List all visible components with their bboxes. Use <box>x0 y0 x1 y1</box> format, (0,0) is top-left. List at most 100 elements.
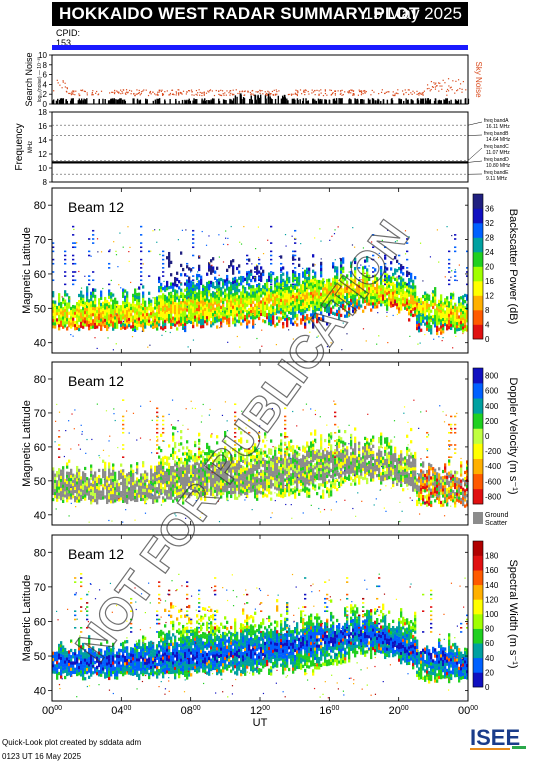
panel-ylabel: Magnetic Latitude <box>21 227 33 314</box>
colorbar-tick: 0 <box>485 432 490 441</box>
ground-scatter-swatch <box>473 512 483 524</box>
beam-label: Beam 12 <box>68 546 124 562</box>
noise-ytick: 10 <box>38 51 47 60</box>
x-tick-label: 1200 <box>250 705 270 717</box>
cpid-bar <box>52 45 468 50</box>
frequency-ytick: 12 <box>38 150 47 159</box>
frequency-frame <box>51 111 469 183</box>
colorbar-tick: 40 <box>485 654 494 663</box>
panel-ytick: 50 <box>34 476 46 488</box>
x-axis-label: UT <box>253 717 268 729</box>
colorbar-tick: 180 <box>485 552 499 561</box>
x-tick-label: 0400 <box>111 705 131 717</box>
colorbar-tick: 120 <box>485 595 499 604</box>
frequency-band-label: freq bandA <box>484 118 509 124</box>
frequency-ytick: 8 <box>43 178 48 187</box>
colorbar-tick: 4 <box>485 321 490 330</box>
panel-ytick: 60 <box>34 269 46 281</box>
title-bar: HOKKAIDO WEST RADAR SUMMARY PLOT 15 May … <box>52 2 468 26</box>
colorbar-tick: -600 <box>485 477 502 486</box>
panel-power-pixels <box>52 225 469 351</box>
x-tick-label: 0000 <box>42 705 62 717</box>
colorbar-tick: 36 <box>485 205 494 214</box>
colorbar-label: Doppler Velocity (m s⁻¹) <box>507 377 519 494</box>
noise-ylabel-sub: log₁₀(noise) — 10⁻³⁰ <box>37 57 43 102</box>
noise-ytick: 8 <box>43 61 48 70</box>
frequency-ytick: 14 <box>38 136 47 145</box>
cpid-value: 153 <box>56 38 72 48</box>
search-noise-series <box>52 93 470 104</box>
x-tick-label: 0800 <box>181 705 201 717</box>
plot-title: HOKKAIDO WEST RADAR SUMMARY PLOT <box>59 4 420 23</box>
frequency-band-value: 9.11 MHz <box>486 176 508 182</box>
colorbar-tick: 12 <box>485 292 494 301</box>
panel-ytick: 80 <box>34 200 46 212</box>
colorbar-tick: 0 <box>485 335 490 344</box>
x-tick-label: 1600 <box>319 705 339 717</box>
ground-scatter-label: Scatter <box>485 520 508 527</box>
footer-timestamp: 0123 UT 16 May 2025 <box>2 752 82 761</box>
panel-ytick: 60 <box>34 442 46 454</box>
panel-ytick: 40 <box>34 510 46 522</box>
panel-width-pixels <box>52 573 469 699</box>
colorbar-tick: 80 <box>485 625 494 634</box>
colorbar-tick: 24 <box>485 248 494 257</box>
noise-ylabel: Search Noise <box>24 52 34 106</box>
colorbar-label: Spectral Width (m s⁻¹) <box>507 559 519 668</box>
frequency-band-label: freq bandD <box>484 157 509 163</box>
frequency-band-value: 16.11 MHz <box>486 124 510 130</box>
panel-ytick: 70 <box>34 235 46 247</box>
colorbar-tick: -400 <box>485 462 502 471</box>
colorbar-width: 0 20 40 60 80 100 120 140 160 180 Spectral Width (… <box>472 540 519 692</box>
colorbar-velocity: -800 -600 -400 -200 0 200 400 600 800 Doppler Vel… <box>472 367 519 527</box>
colorbar-tick: -800 <box>485 492 502 501</box>
panel-ytick: 70 <box>34 408 46 420</box>
sky-noise-label: Sky Noise <box>474 61 483 98</box>
frequency-band-value: 14.64 MHz <box>486 137 511 143</box>
colorbar-tick: 28 <box>485 234 494 243</box>
noise-ytick: 6 <box>43 71 48 80</box>
colorbar-tick: 160 <box>485 566 499 575</box>
panel-ytick: 70 <box>34 582 46 594</box>
plot-date: 15 May 2025 <box>363 4 462 23</box>
colorbar-tick: 60 <box>485 639 494 648</box>
colorbar-tick: 20 <box>485 263 494 272</box>
panel-ytick: 80 <box>34 374 46 386</box>
panel-ytick: 40 <box>34 686 46 698</box>
beam-label: Beam 12 <box>68 373 124 389</box>
frequency-ytick: 10 <box>38 164 47 173</box>
noise-ytick: 2 <box>43 90 48 99</box>
noise-ytick: 0 <box>43 100 48 109</box>
colorbar-tick: 200 <box>485 417 499 426</box>
panel-ytick: 60 <box>34 616 46 628</box>
colorbar-tick: 100 <box>485 610 499 619</box>
colorbar-tick: 400 <box>485 402 499 411</box>
colorbar-power: 0 4 8 12 16 20 24 28 32 36 Backscatter Power (dB) <box>472 193 519 344</box>
footer-created-by: Quick-Look plot created by sddata adm <box>2 738 142 747</box>
panel-ytick: 80 <box>34 547 46 559</box>
x-tick-label: 2000 <box>389 705 409 717</box>
ground-scatter-label: Ground <box>485 512 508 519</box>
sky-noise-series <box>53 78 467 97</box>
frequency-band-label: freq bandB <box>484 131 509 137</box>
panel-ytick: 40 <box>34 338 46 350</box>
colorbar-tick: 800 <box>485 372 499 381</box>
cpid-block: CPID: 153 <box>56 28 80 48</box>
colorbar-tick: 8 <box>485 306 490 315</box>
colorbar-tick: 140 <box>485 581 499 590</box>
x-tick-label: 0000 <box>458 705 478 717</box>
colorbar-tick: 20 <box>485 668 494 677</box>
colorbar-tick: -200 <box>485 447 502 456</box>
panel-power: 40 50 60 70 80 Beam 12 Magnetic Latitude 0 4 8 12 1… <box>21 187 519 354</box>
colorbar-tick: 32 <box>485 219 494 228</box>
colorbar-tick: 600 <box>485 387 499 396</box>
panel-ytick: 50 <box>34 303 46 315</box>
panel-ylabel: Magnetic Latitude <box>21 400 33 487</box>
beam-label: Beam 12 <box>68 199 124 215</box>
frequency-band-label: freq bandE <box>484 170 509 176</box>
noise-ytick: 4 <box>43 80 48 89</box>
cpid-label: CPID: <box>56 28 81 38</box>
